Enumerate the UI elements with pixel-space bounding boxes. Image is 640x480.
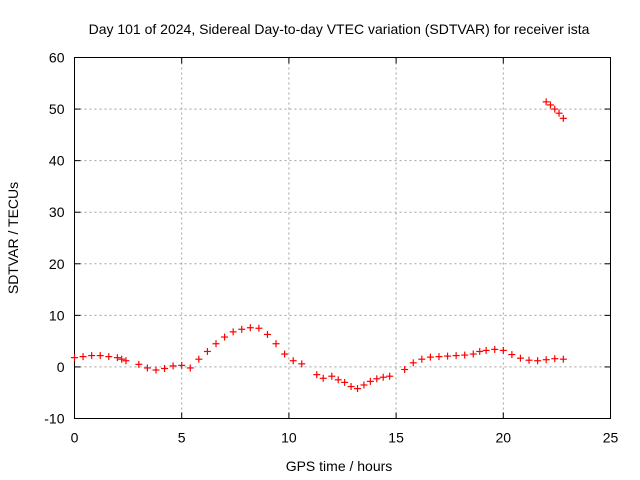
data-point bbox=[559, 114, 567, 122]
data-point bbox=[203, 347, 211, 355]
plot-frame bbox=[74, 57, 611, 419]
data-point bbox=[263, 330, 271, 338]
data-point bbox=[491, 345, 499, 353]
data-point bbox=[71, 354, 78, 362]
data-point bbox=[221, 333, 229, 341]
data-point bbox=[551, 105, 559, 113]
data-point bbox=[238, 325, 246, 333]
data-point bbox=[79, 353, 87, 361]
data-point bbox=[328, 372, 336, 380]
data-point bbox=[435, 353, 443, 361]
data-point bbox=[525, 356, 533, 364]
data-point bbox=[469, 350, 477, 358]
data-point bbox=[289, 357, 297, 365]
data-point bbox=[482, 346, 490, 354]
data-point bbox=[499, 346, 507, 354]
chart-title: Day 101 of 2024, Sidereal Day-to-day VTE… bbox=[89, 21, 590, 37]
data-point bbox=[212, 340, 220, 348]
data-point bbox=[461, 351, 469, 359]
data-point bbox=[281, 350, 289, 358]
x-tick-label: 0 bbox=[71, 430, 79, 446]
data-point bbox=[542, 98, 550, 106]
data-point bbox=[152, 366, 160, 374]
x-tick-label: 20 bbox=[496, 430, 512, 446]
data-point bbox=[96, 352, 104, 360]
data-point bbox=[313, 371, 321, 379]
x-tick-label: 10 bbox=[281, 430, 297, 446]
data-point bbox=[508, 351, 516, 359]
x-axis-label: GPS time / hours bbox=[286, 458, 393, 474]
data-point bbox=[319, 374, 327, 382]
data-point bbox=[366, 377, 374, 385]
data-point bbox=[426, 353, 434, 361]
data-point bbox=[401, 366, 409, 374]
y-tick-label: 50 bbox=[49, 101, 65, 117]
data-point bbox=[88, 352, 96, 360]
x-tick-label: 15 bbox=[388, 430, 404, 446]
x-tick-label: 5 bbox=[178, 430, 186, 446]
y-tick-label: 60 bbox=[49, 50, 65, 66]
x-tick-label: 25 bbox=[603, 430, 619, 446]
data-point bbox=[229, 328, 237, 336]
y-tick-label: 0 bbox=[57, 359, 65, 375]
data-point bbox=[113, 354, 121, 362]
y-tick-label: 30 bbox=[49, 204, 65, 220]
data-point bbox=[122, 357, 130, 365]
data-point bbox=[555, 109, 563, 117]
data-point bbox=[418, 355, 426, 363]
y-tick-label: 10 bbox=[49, 307, 65, 323]
y-tick-label: -10 bbox=[44, 411, 64, 427]
data-point bbox=[534, 357, 542, 365]
data-point bbox=[341, 378, 349, 386]
data-point bbox=[409, 359, 417, 367]
data-point bbox=[559, 355, 567, 363]
data-point bbox=[516, 354, 524, 362]
data-point bbox=[476, 347, 484, 355]
data-point bbox=[551, 355, 559, 363]
data-point bbox=[143, 364, 151, 372]
data-point bbox=[347, 383, 355, 391]
data-point bbox=[354, 385, 362, 393]
data-point bbox=[186, 364, 194, 372]
y-tick-label: 40 bbox=[49, 153, 65, 169]
grid bbox=[74, 57, 611, 419]
data-point bbox=[386, 372, 394, 380]
data-point bbox=[373, 375, 381, 383]
data-point bbox=[334, 376, 342, 384]
y-axis-label: SDTVAR / TECUs bbox=[5, 182, 21, 294]
data-point bbox=[178, 361, 186, 369]
data-point bbox=[118, 355, 126, 363]
data-point bbox=[161, 364, 169, 372]
data-point bbox=[169, 362, 177, 370]
data-point bbox=[105, 353, 113, 361]
data-point bbox=[135, 360, 143, 368]
data-point bbox=[298, 360, 306, 368]
data-point bbox=[195, 355, 203, 363]
data-point bbox=[272, 340, 280, 348]
data-point bbox=[379, 373, 387, 381]
data-point bbox=[542, 356, 550, 364]
data-point bbox=[360, 381, 368, 389]
y-tick-label: 20 bbox=[49, 256, 65, 272]
data-point bbox=[246, 324, 254, 332]
data-point bbox=[452, 352, 460, 360]
data-points bbox=[71, 98, 567, 393]
data-point bbox=[546, 101, 554, 109]
data-point bbox=[444, 352, 452, 360]
data-point bbox=[255, 324, 263, 332]
